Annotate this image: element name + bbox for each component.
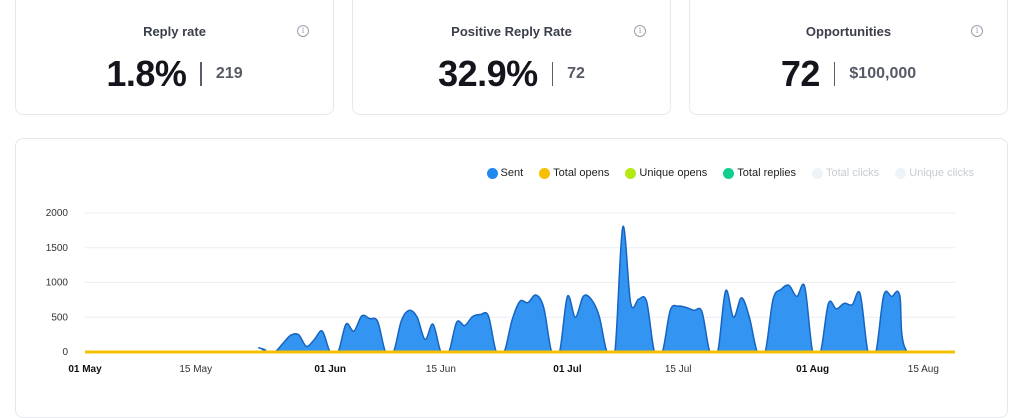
reply-rate-card: Reply rate i 1.8% 219 xyxy=(15,0,334,115)
x-tick-label: 01 Jul xyxy=(553,364,582,375)
y-tick-label: 1000 xyxy=(46,278,69,289)
legend-item-sent[interactable]: Sent xyxy=(486,167,524,179)
legend-item-total-replies[interactable]: Total replies xyxy=(723,167,796,179)
card-value: 72 xyxy=(780,53,821,94)
x-tick-label: 15 Jul xyxy=(665,364,692,375)
legend-label: Sent xyxy=(500,167,524,179)
y-tick-label: 500 xyxy=(51,312,68,323)
x-tick-label: 01 Jun xyxy=(314,364,346,375)
legend-dot xyxy=(539,167,551,179)
card-metric: 72 $100,000 xyxy=(690,53,1007,95)
x-tick-label: 01 Aug xyxy=(796,364,829,375)
divider xyxy=(200,62,202,86)
info-icon[interactable]: i xyxy=(297,25,309,37)
card-secondary-value: $100,000 xyxy=(849,65,917,82)
positive-reply-rate-card: Positive Reply Rate i 32.9% 72 xyxy=(352,0,671,115)
chart-card xyxy=(15,138,1008,418)
legend-dot xyxy=(723,167,735,179)
series-sent-area xyxy=(85,226,955,352)
y-tick-label: 0 xyxy=(62,347,68,358)
series-sent-line xyxy=(84,225,955,353)
card-value: 1.8% xyxy=(106,53,187,94)
legend-item-unique-opens[interactable]: Unique opens xyxy=(625,167,707,179)
card-title: Reply rate xyxy=(143,24,206,39)
x-tick-label: 15 Jun xyxy=(426,364,456,375)
legend-item-unique-clicks[interactable]: Unique clicks xyxy=(895,167,974,179)
card-value: 32.9% xyxy=(438,53,538,94)
divider xyxy=(833,62,836,86)
card-secondary-value: 72 xyxy=(567,65,585,82)
card-metric: 32.9% 72 xyxy=(353,53,670,95)
y-tick-label: 1500 xyxy=(46,243,69,254)
y-tick-label: 2000 xyxy=(46,208,69,219)
legend-label: Total replies xyxy=(737,167,796,179)
x-tick-label: 01 May xyxy=(68,364,102,375)
legend-dot xyxy=(625,167,637,179)
divider xyxy=(551,62,554,86)
card-metric: 1.8% 219 xyxy=(16,53,333,95)
info-icon[interactable]: i xyxy=(971,25,983,37)
card-title: Positive Reply Rate xyxy=(451,24,572,39)
legend-item-total-opens[interactable]: Total opens xyxy=(539,167,609,179)
legend-dot xyxy=(486,167,498,179)
area-chart: 0 500 1000 1500 2000 01 May 15 May 01 Jun 15 Jun… xyxy=(46,208,955,375)
info-icon[interactable]: i xyxy=(634,25,646,37)
card-secondary-value: 219 xyxy=(215,65,243,82)
x-tick-label: 15 May xyxy=(179,364,212,375)
legend-dot xyxy=(812,167,823,179)
legend-item-total-clicks[interactable]: Total clicks xyxy=(812,167,879,179)
legend-label: Unique clicks xyxy=(909,167,974,179)
legend-dot xyxy=(895,167,907,179)
legend-label: Total clicks xyxy=(826,167,880,179)
opportunities-card: Opportunities i 72 $100,000 xyxy=(689,0,1008,115)
legend-label: Unique opens xyxy=(639,167,708,179)
card-title: Opportunities xyxy=(805,24,892,39)
legend-label: Total opens xyxy=(553,167,610,179)
chart-legend: Sent Total opens Unique opens Total repl… xyxy=(471,167,974,179)
x-tick-label: 15 Aug xyxy=(908,364,939,375)
